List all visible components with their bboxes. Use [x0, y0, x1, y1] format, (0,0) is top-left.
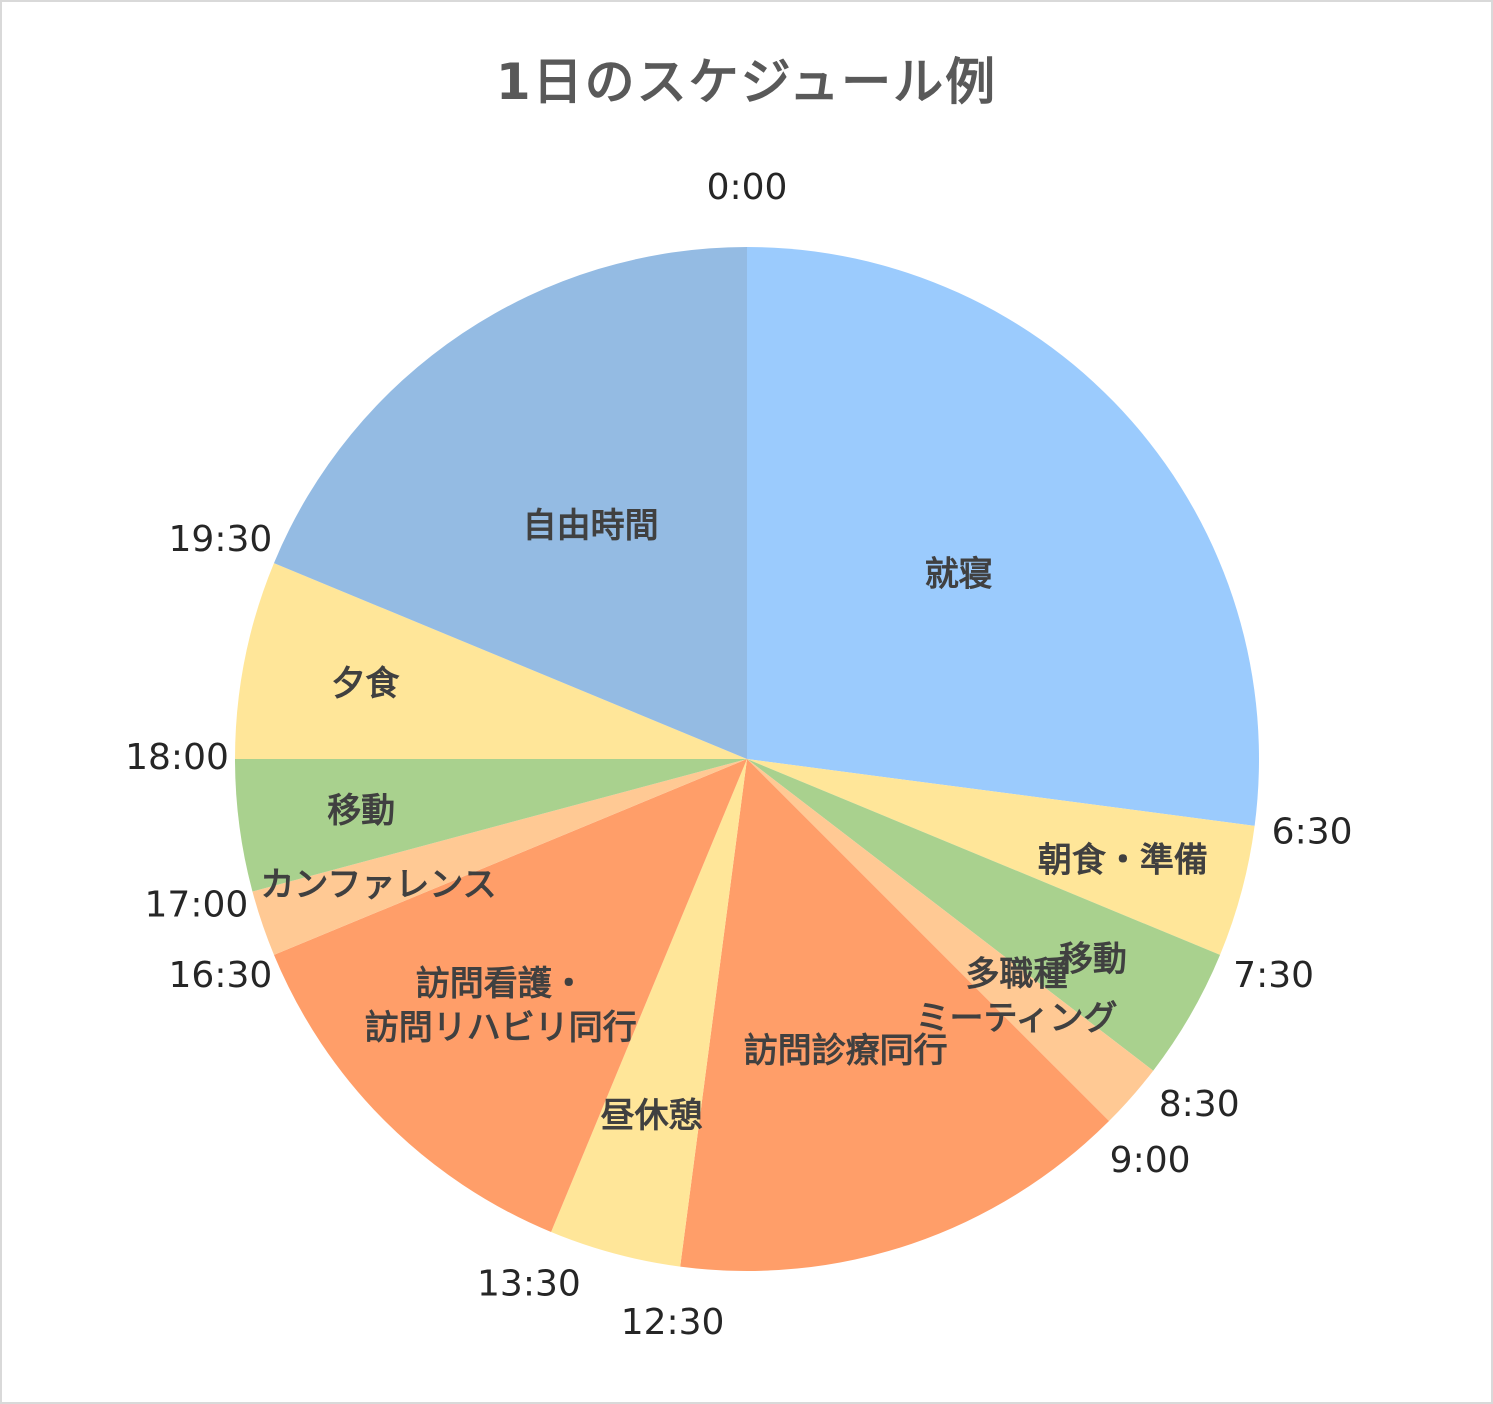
time-label: 9:00: [1110, 1140, 1191, 1181]
time-label: 16:30: [169, 955, 273, 996]
slice-label: 多職種ミーティング: [916, 954, 1118, 1038]
time-label-start: 0:00: [707, 167, 788, 208]
slice-label: 移動: [1059, 940, 1127, 980]
pie-slice: [235, 759, 747, 892]
pie-slice: [747, 759, 1154, 1122]
time-label: 7:30: [1233, 955, 1314, 996]
pie-slice: [252, 759, 747, 955]
pie-slice: [235, 563, 747, 759]
pie-slice: [747, 759, 1255, 955]
pie-slice: [747, 759, 1221, 1071]
pie-slice: [273, 759, 747, 1233]
time-label: 13:30: [477, 1264, 581, 1305]
time-label: 17:00: [145, 885, 249, 926]
pie-slice: [747, 247, 1260, 826]
time-label: 12:30: [621, 1302, 725, 1343]
slice-label: 就寝: [925, 554, 993, 594]
slice-label: 夕食: [331, 664, 400, 704]
pie-slice: [680, 759, 1110, 1272]
time-label: 8:30: [1159, 1084, 1240, 1125]
slice-label: カンファレンス: [260, 865, 496, 905]
slice-label: 訪問看護・訪問リハビリ同行: [365, 964, 637, 1048]
slice-label: 昼休憩: [601, 1096, 703, 1136]
slice-label: 自由時間: [523, 506, 659, 546]
slice-label: 移動: [327, 791, 395, 831]
slice-label: 朝食・準備: [1038, 841, 1208, 881]
slice-label: 訪問診療同行: [744, 1031, 948, 1071]
pie-slice: [273, 247, 747, 759]
time-label: 18:00: [125, 737, 229, 778]
time-label: 19:30: [169, 519, 273, 560]
chart-title: 1日のスケジュール例: [495, 53, 998, 111]
pie-slice: [551, 759, 747, 1267]
time-label: 6:30: [1272, 811, 1353, 852]
